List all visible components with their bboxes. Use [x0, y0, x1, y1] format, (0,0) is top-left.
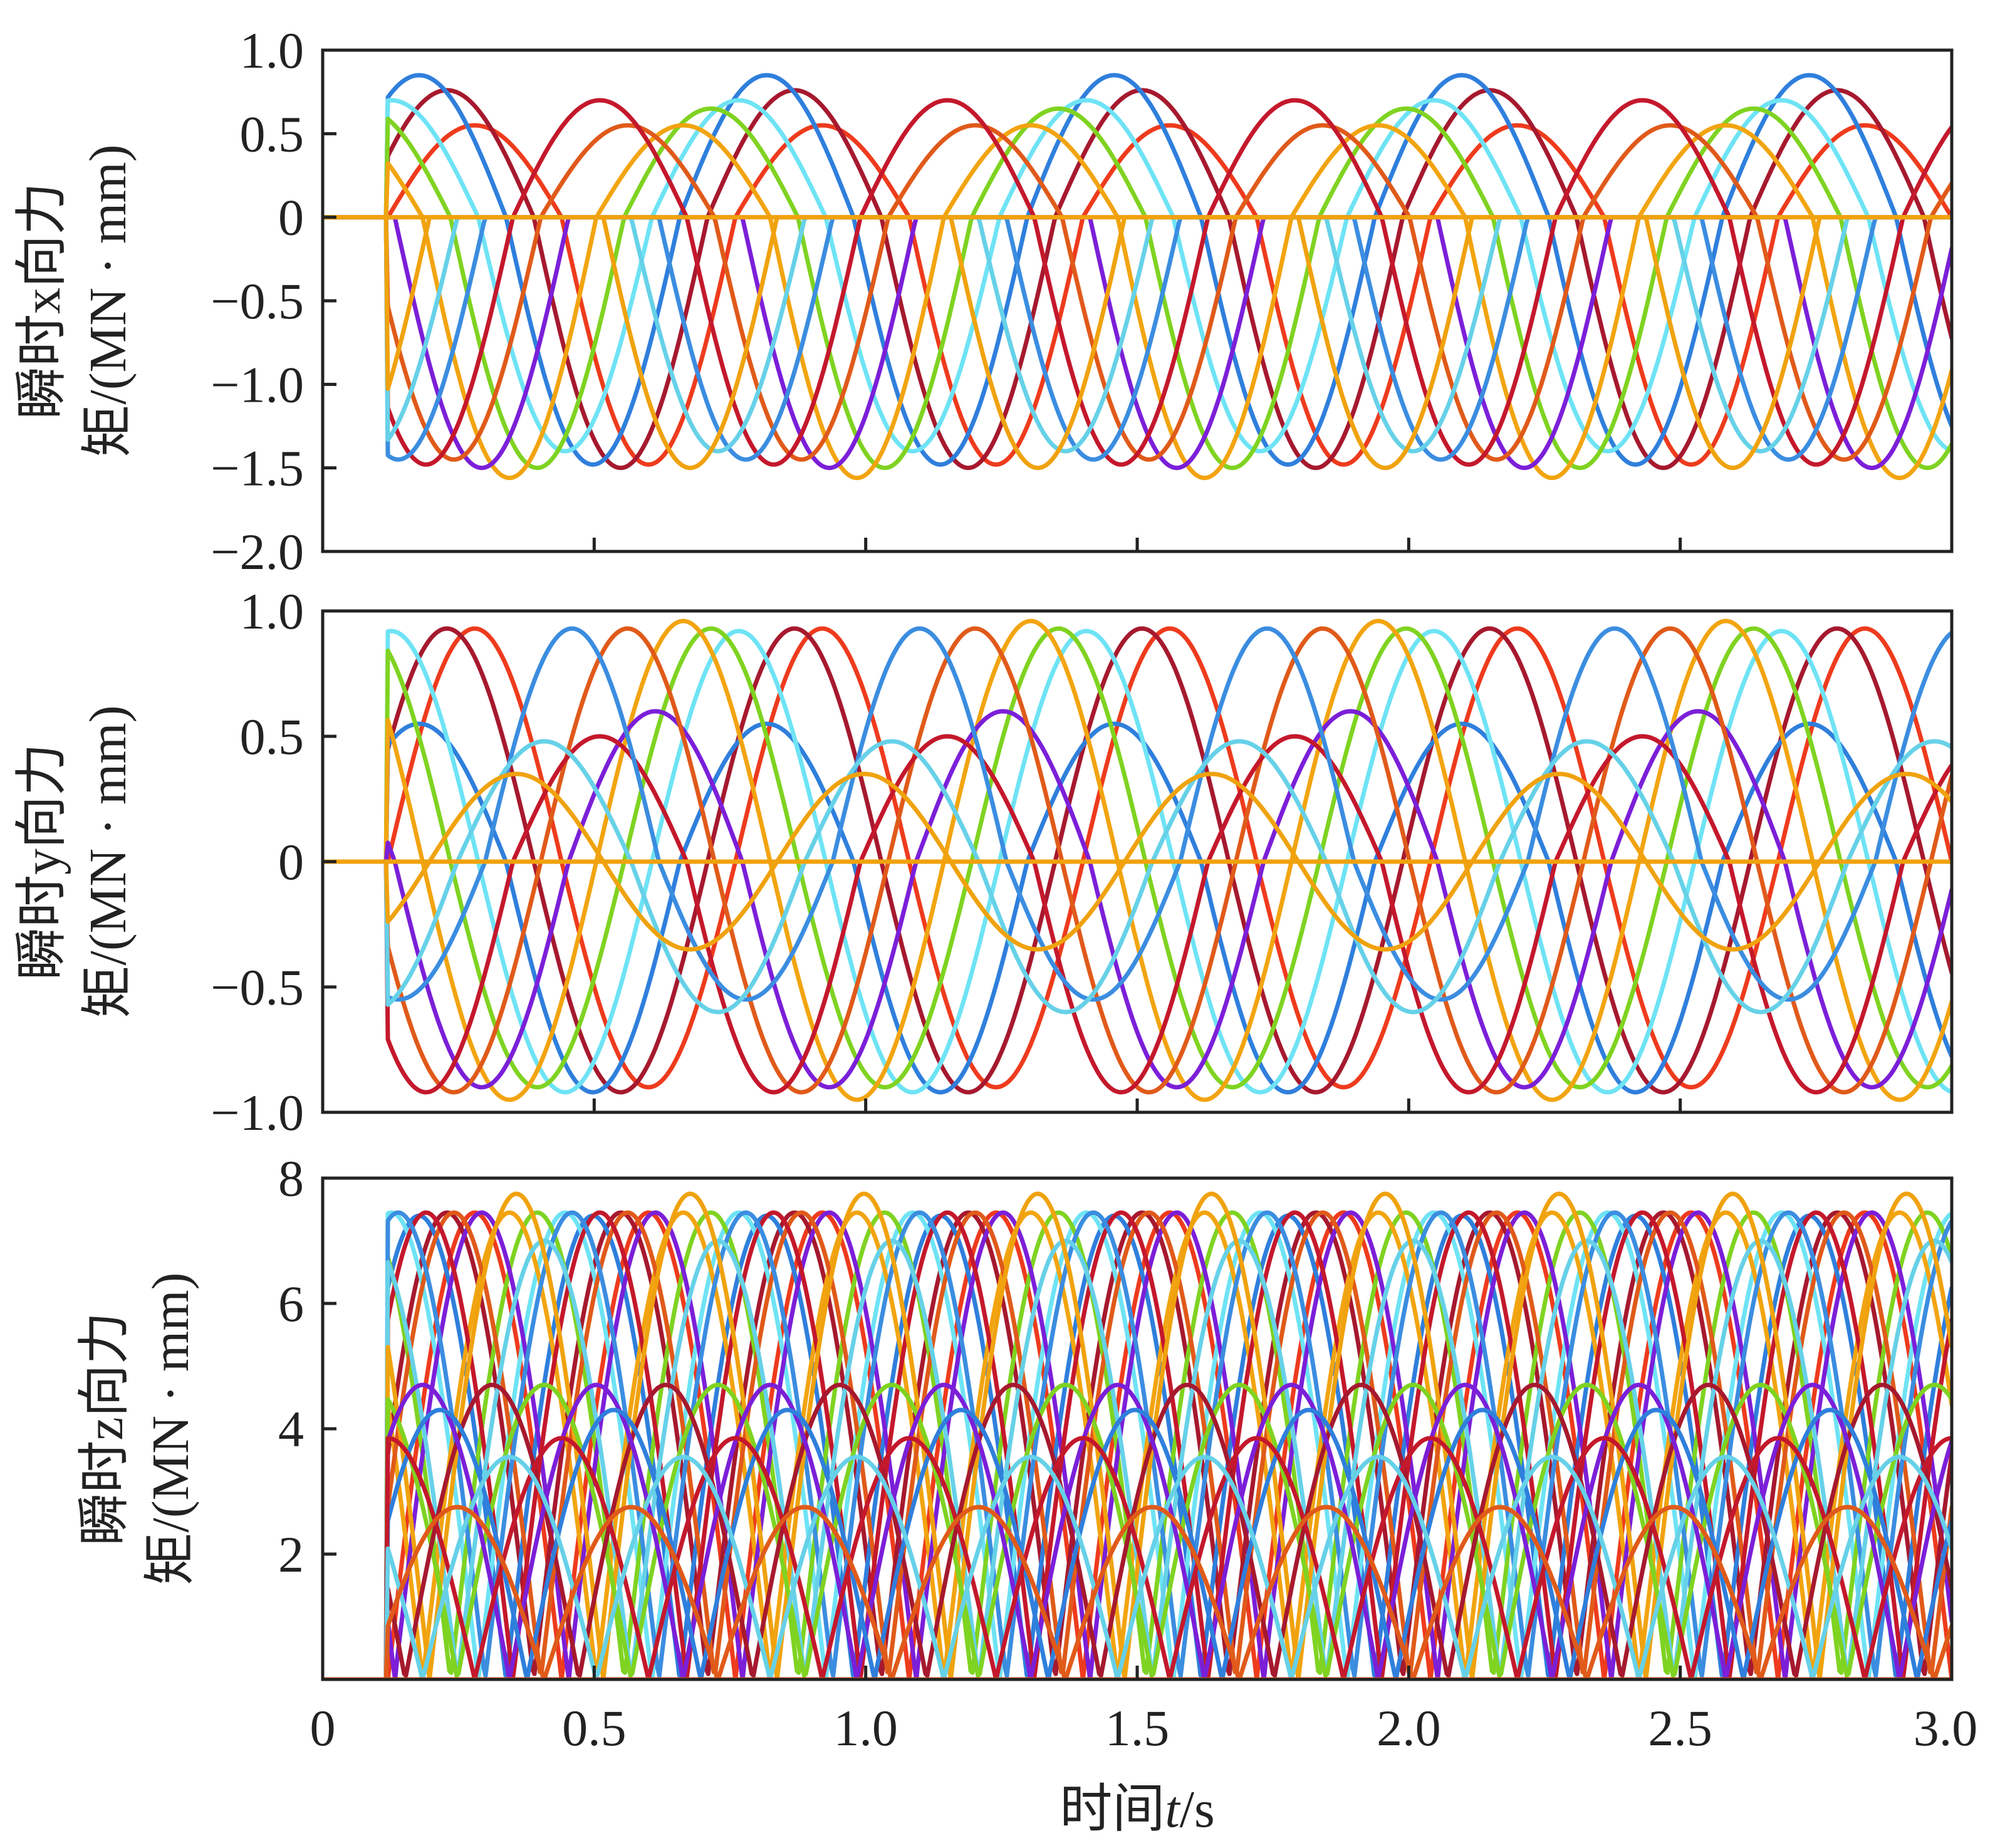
series-line-z-6	[323, 1210, 1952, 1679]
x-tick-label-6: 3.0	[1914, 1699, 1978, 1757]
series-line-x-9	[323, 215, 1952, 462]
series-line-z-16	[323, 1436, 1952, 1679]
ylabel-x-line1: 瞬时x向力	[13, 182, 71, 419]
series-line-z-7	[323, 1210, 1952, 1679]
ticks-x-panel: 1.0 0.5 0 −0.5 −1.0 −1.5 −2.0	[211, 22, 1682, 580]
y-tick-label-x-1: 0.5	[240, 105, 305, 162]
ylabel-y-line2: 矩/(MN · mm)	[79, 705, 137, 1018]
y-tick-label-y-1: 0.5	[240, 708, 305, 765]
y-tick-label-x-0: 1.0	[240, 22, 305, 79]
plot-area-x	[323, 73, 1952, 481]
ylabel-z-line2: 矩/(MN · mm)	[142, 1272, 200, 1585]
series-line-y-5	[323, 619, 1952, 1102]
series-line-z-5	[323, 1210, 1952, 1679]
ylabel-y-line1: 瞬时y向力	[13, 743, 71, 980]
series-line-z-9	[323, 1210, 1952, 1679]
plot-area-z	[323, 1191, 1952, 1679]
x-tick-label-0: 0	[310, 1699, 336, 1757]
y-tick-label-z-3: 2	[278, 1526, 304, 1583]
series-line-x-5	[323, 123, 1952, 481]
series-line-y-3	[323, 629, 1952, 1095]
series-line-y-4	[323, 626, 1952, 1090]
y-tick-label-y-3: −0.5	[211, 959, 304, 1016]
x-axis-label: 时间t/s	[1060, 1780, 1214, 1839]
x-tick-label-3: 1.5	[1105, 1699, 1170, 1757]
series-line-x-4	[323, 106, 1952, 471]
series-line-x-8	[323, 98, 1952, 467]
x-tick-label-2: 1.0	[833, 1699, 898, 1757]
series-line-y-1	[323, 626, 1952, 1095]
y-tick-label-x-2: 0	[278, 189, 304, 246]
series-line-x-3	[323, 98, 1952, 454]
ylabel-x-line2: 矩/(MN · mm)	[79, 144, 137, 457]
ticks-z-panel: 8 6 4 2	[278, 1150, 1682, 1679]
y-tick-label-z-2: 4	[278, 1401, 304, 1458]
series-line-y-6	[323, 709, 1952, 1090]
series-line-y-7	[323, 626, 1952, 1095]
y-tick-label-x-6: −2.0	[211, 523, 304, 580]
series-line-x-1	[323, 88, 1952, 471]
y-tick-label-z-0: 8	[278, 1150, 304, 1207]
series-line-z-15	[323, 1407, 1952, 1679]
series-line-y-11	[323, 771, 1952, 952]
ticks-y-panel: 1.0 0.5 0 −0.5 −1.0	[211, 583, 1682, 1141]
series-line-y-2	[323, 721, 1952, 1095]
series-line-z-14	[323, 1382, 1952, 1679]
x-tick-label-4: 2.0	[1377, 1699, 1441, 1757]
x-tick-label-1: 0.5	[562, 1699, 627, 1757]
y-tick-label-x-5: −1.5	[211, 440, 304, 497]
y-tick-label-y-2: 0	[278, 833, 304, 890]
panel-x-moment: 1.0 0.5 0 −0.5 −1.0 −1.5 −2.0 瞬时x向力 矩/(MN · mm…	[13, 22, 1954, 580]
series-line-y-9	[323, 626, 1952, 1002]
series-line-z-13	[323, 1382, 1952, 1679]
ylabel-z-line1: 瞬时z向力	[76, 1312, 134, 1545]
y-tick-label-x-4: −1.0	[211, 356, 304, 413]
series-line-x-2	[323, 73, 1952, 467]
x-tick-labels: 0 0.5 1.0 1.5 2.0 2.5 3.0	[310, 1699, 1978, 1757]
series-line-z-8	[323, 1210, 1952, 1679]
panel-z-moment: 8 6 4 2 瞬时z向力 矩/(MN · mm)	[76, 1150, 1954, 1681]
panel-y-moment: 1.0 0.5 0 −0.5 −1.0 瞬时y向力 矩/(MN · mm)	[13, 583, 1954, 1141]
y-tick-label-x-3: −0.5	[211, 273, 304, 330]
series-line-z-19	[323, 1505, 1952, 1679]
y-tick-label-y-4: −1.0	[211, 1084, 304, 1141]
series-line-y-10	[323, 739, 1952, 1015]
plot-area-y	[323, 619, 1952, 1102]
y-tick-label-z-1: 6	[278, 1275, 304, 1332]
series-line-y-8	[323, 734, 1952, 1095]
y-tick-label-y-0: 1.0	[240, 583, 305, 640]
x-tick-label-5: 2.5	[1648, 1699, 1712, 1757]
